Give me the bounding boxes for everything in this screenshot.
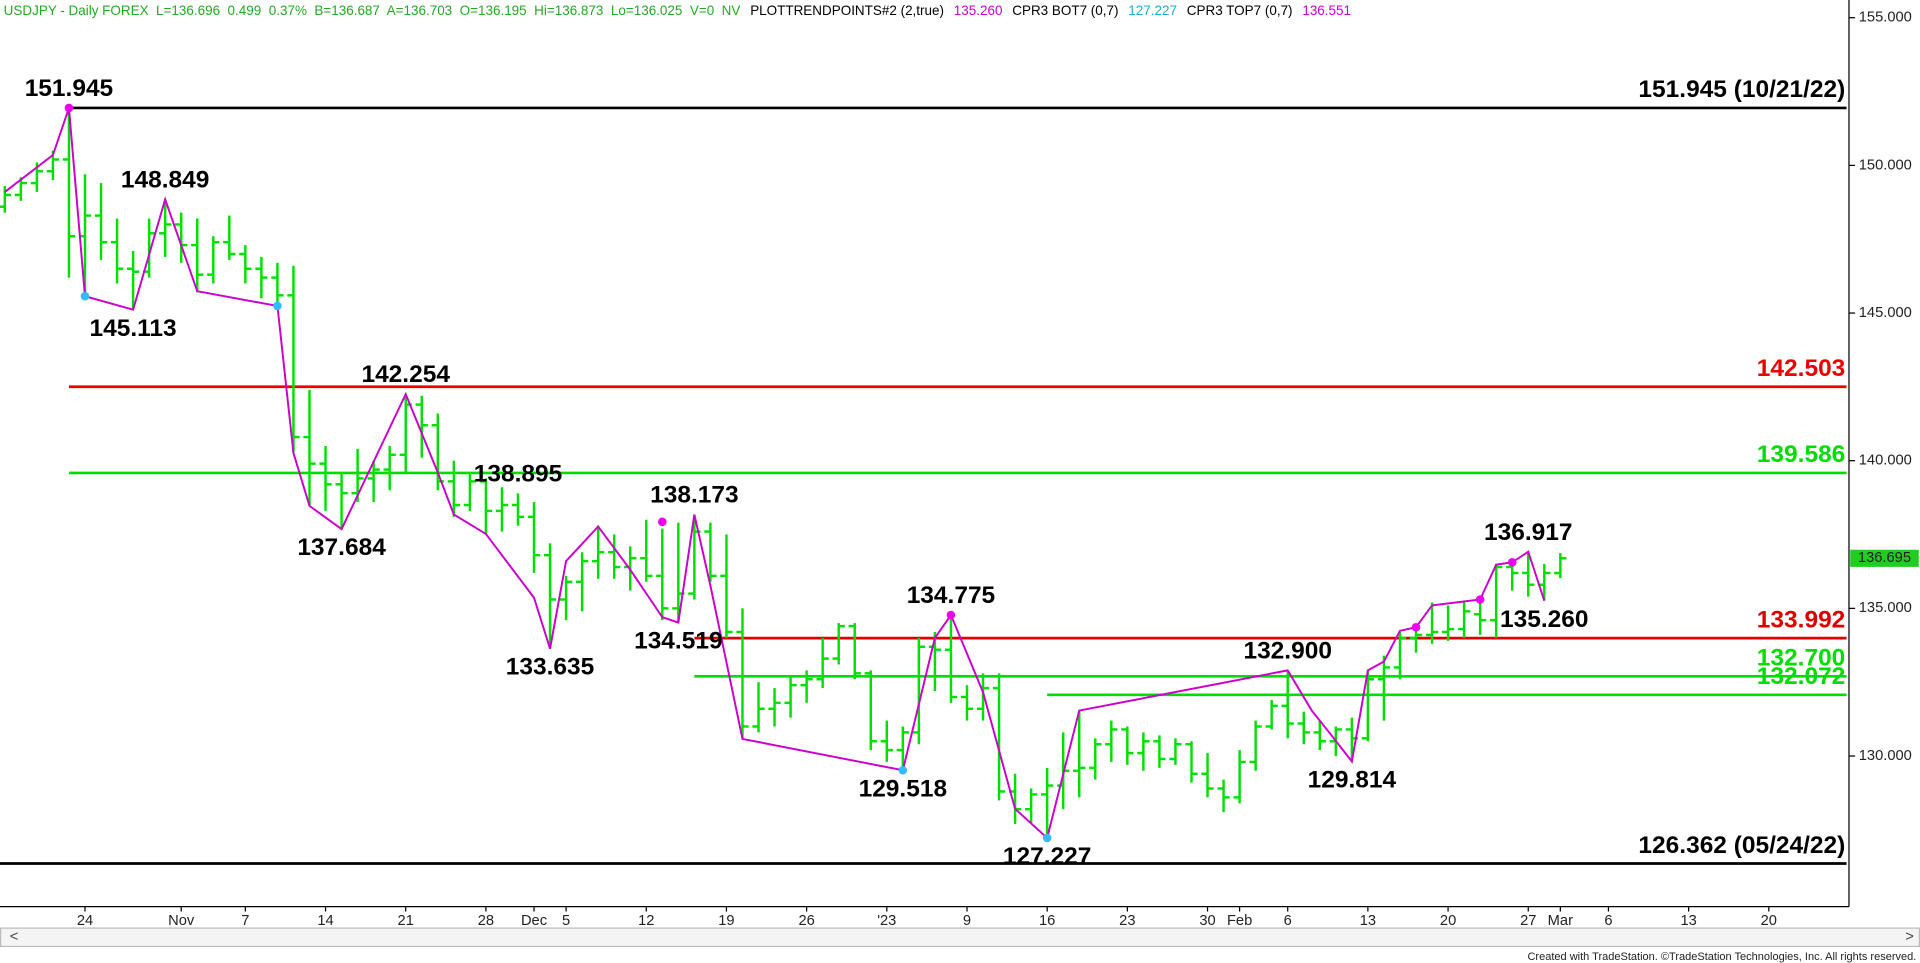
x-tick-label: 24 [77,913,93,929]
pivot-marker [1411,622,1421,632]
x-tick-label: 5 [562,913,570,929]
pivot-label: 134.519 [634,628,722,655]
x-tick-label: 16 [1039,913,1055,929]
y-tick-label: 145.000 [1859,305,1912,321]
scroll-right[interactable]: > [1905,929,1914,945]
footer: Created with TradeStation. ©TradeStation… [1527,951,1916,963]
pivot-label: 132.900 [1243,637,1331,664]
pivot-marker [946,610,956,620]
pivot-label: 138.895 [474,460,562,487]
scroll-left[interactable]: < [10,929,19,945]
level-label: 142.503 [1757,355,1845,382]
pivot-label: 148.849 [121,166,209,193]
y-tick-label: 140.000 [1859,453,1912,469]
pivot-label: 129.814 [1308,767,1397,794]
status-line: USDJPY - Daily FOREX L=136.696 0.499 0.3… [4,3,1351,18]
x-tick-label: 20 [1761,913,1777,929]
scrollbar[interactable] [0,927,1920,948]
x-tick-label: Feb [1227,913,1252,929]
pivot-marker [273,301,282,311]
x-tick-label: Mar [1548,913,1573,929]
x-tick-label: Nov [168,913,195,929]
x-tick-label: 13 [1680,913,1696,929]
x-tick-label: 19 [718,913,734,929]
x-tick-label: 9 [963,913,971,929]
x-tick-label: 21 [398,913,414,929]
y-tick-label: 150.000 [1859,157,1912,173]
pivot-label: 145.113 [90,315,177,342]
pivot-label: 133.635 [506,654,594,681]
y-tick-label: 135.000 [1859,600,1912,616]
status-segment: 127.227 [1128,3,1177,18]
pivot-marker [658,517,667,527]
level-label: 126.362 (05/24/22) [1638,832,1845,859]
x-tick-label: 23 [1119,913,1135,929]
y-tick-label: 130.000 [1859,748,1912,764]
x-tick-label: 14 [317,913,333,929]
last-price-tag [1850,549,1919,567]
pivot-label: 151.945 [25,75,113,102]
x-tick-label: 30 [1199,913,1215,929]
x-tick-label: 6 [1284,913,1292,929]
status-segment: 135.260 [954,3,1003,18]
pivot-marker [1042,833,1052,843]
status-segment: CPR3 BOT7 (0,7) [1012,3,1118,18]
level-label: 151.945 (10/21/22) [1638,76,1845,103]
pivot-label: 138.173 [650,482,738,509]
x-tick-label: Dec [521,913,547,929]
y-tick-label: 155.000 [1859,10,1912,26]
x-tick-label: 27 [1520,913,1536,929]
pivot-label: 134.775 [907,582,995,609]
level-label: 139.586 [1757,441,1845,468]
x-tick-label: 20 [1440,913,1456,929]
x-tick-label: '23 [877,913,896,929]
pivot-label: 129.518 [859,775,947,802]
status-segment: USDJPY - Daily FOREX L=136.696 0.499 0.3… [4,3,741,18]
pivot-marker [1507,558,1517,567]
pivot-label: 135.260 [1500,606,1588,633]
pivot-marker [64,103,74,113]
pivot-marker [1475,595,1485,604]
pivot-label: 142.254 [361,361,450,388]
x-tick-label: 28 [478,913,494,929]
x-tick-label: 26 [798,913,814,929]
status-segment: PLOTTRENDPOINTS#2 (2,true) [750,3,944,18]
trend-line [4,107,1546,840]
x-tick-label: 13 [1360,913,1376,929]
level-label: 132.700 [1757,645,1845,672]
pivot-label: 136.917 [1484,519,1572,546]
status-segment: CPR3 TOP7 (0,7) [1187,3,1293,18]
x-tick-label: 7 [241,913,249,929]
pivot-marker [898,765,908,775]
level-label: 133.992 [1757,606,1845,633]
level-label: 132.072 [1757,663,1845,690]
pivot-marker [80,291,90,301]
status-segment: 136.551 [1302,3,1351,18]
pivot-label: 137.684 [297,534,386,561]
last-price-label: 136.695 [1858,550,1911,566]
x-tick-label: 6 [1604,913,1612,929]
x-tick-label: 12 [638,913,654,929]
pivot-label: 127.227 [1003,843,1091,870]
